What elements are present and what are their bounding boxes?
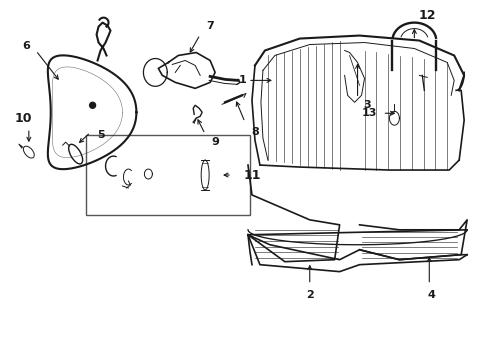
Text: 5: 5 xyxy=(97,130,104,140)
Text: 4: 4 xyxy=(427,289,435,300)
Circle shape xyxy=(90,102,96,108)
Text: 6: 6 xyxy=(22,41,30,50)
Text: 10: 10 xyxy=(14,112,32,125)
Text: 2: 2 xyxy=(306,289,314,300)
Text: 7: 7 xyxy=(206,21,214,31)
Text: 3: 3 xyxy=(364,100,371,110)
Text: 11: 11 xyxy=(243,168,261,181)
Text: 12: 12 xyxy=(418,9,436,22)
Bar xyxy=(86,135,250,215)
Text: 13: 13 xyxy=(362,108,377,118)
Text: 1: 1 xyxy=(239,75,247,85)
Text: 8: 8 xyxy=(251,127,259,137)
Text: 9: 9 xyxy=(211,137,219,147)
